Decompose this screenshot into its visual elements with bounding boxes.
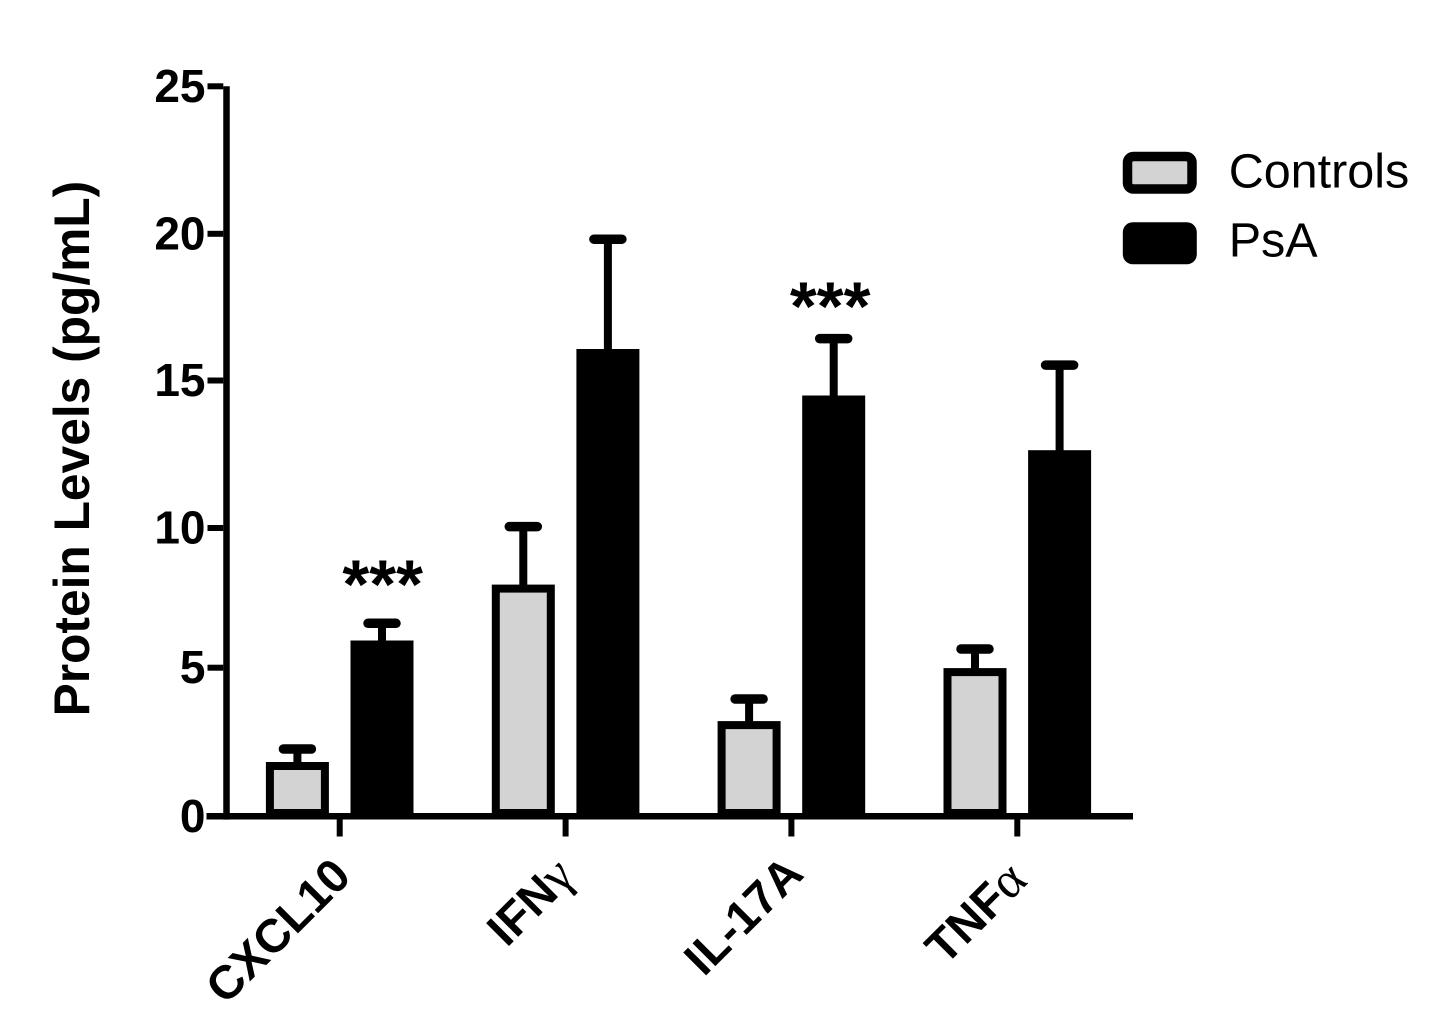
svg-text:10: 10 [154, 502, 205, 554]
svg-text:15: 15 [154, 354, 205, 406]
svg-text:Protein Levels (pg/mL): Protein Levels (pg/mL) [44, 181, 100, 717]
svg-text:0: 0 [180, 790, 206, 842]
svg-text:25: 25 [154, 60, 205, 112]
svg-text:5: 5 [180, 641, 206, 693]
svg-text:20: 20 [154, 207, 205, 259]
svg-text:***: *** [342, 546, 423, 623]
svg-text:***: *** [790, 268, 871, 345]
svg-text:Controls: Controls [1229, 145, 1410, 199]
svg-text:PsA: PsA [1229, 214, 1319, 268]
